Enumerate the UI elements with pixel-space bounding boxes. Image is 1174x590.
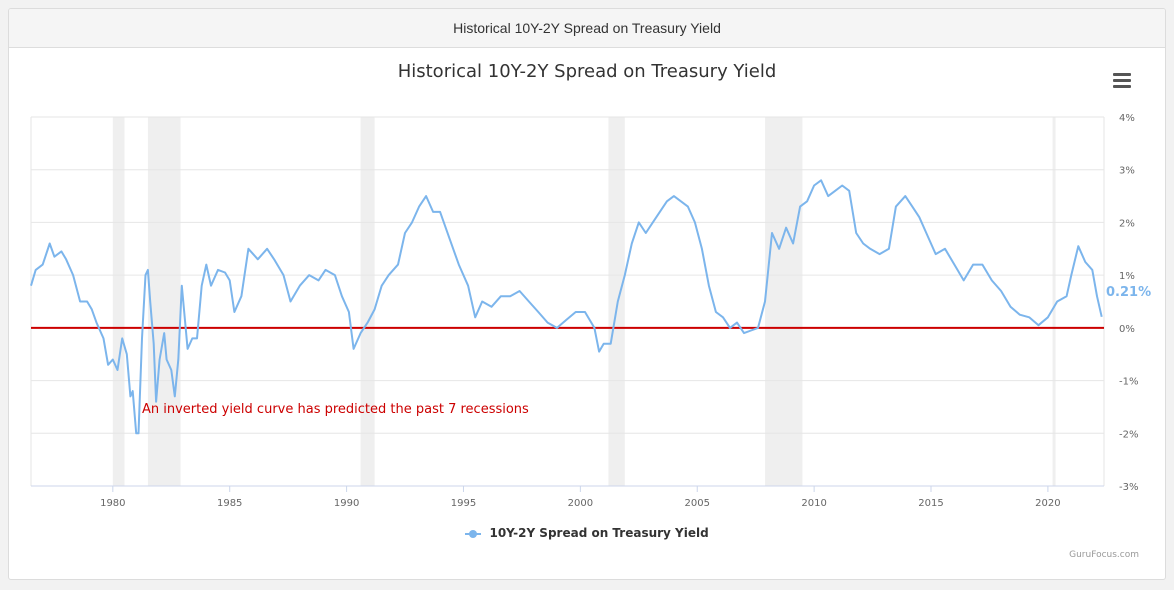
hamburger-menu-icon[interactable] (1113, 73, 1131, 88)
legend-label: 10Y-2Y Spread on Treasury Yield (489, 526, 709, 540)
x-tick-label: 2000 (568, 498, 593, 509)
chart-legend[interactable]: 10Y-2Y Spread on Treasury Yield (0, 526, 1174, 540)
credit-text[interactable]: GuruFocus.com (1069, 550, 1139, 560)
recession-band (765, 117, 803, 486)
y-tick-label: 1% (1119, 271, 1135, 282)
series-line-spread (30, 179, 1103, 435)
y-tick-label: 4% (1119, 113, 1135, 124)
panel-header-title: Historical 10Y-2Y Spread on Treasury Yie… (9, 9, 1165, 48)
x-tick-label: 1985 (217, 498, 242, 509)
y-tick-label: -1% (1119, 377, 1138, 388)
x-tick-label: 2020 (1035, 498, 1060, 509)
annotation-text: An inverted yield curve has predicted th… (142, 402, 529, 417)
x-tick-label: 1980 (100, 498, 125, 509)
y-tick-label: 3% (1119, 166, 1135, 177)
recession-band (147, 117, 181, 486)
recession-band (112, 117, 125, 486)
x-tick-label: 2015 (918, 498, 943, 509)
recession-band (1052, 117, 1056, 486)
y-tick-label: 2% (1119, 218, 1135, 229)
last-value-label: 0.21% (1106, 285, 1151, 300)
recession-band (608, 117, 625, 486)
y-tick-label: -3% (1119, 482, 1138, 493)
x-tick-label: 2005 (685, 498, 710, 509)
legend-marker-icon (465, 529, 482, 539)
y-tick-label: 0% (1119, 324, 1135, 335)
x-tick-label: 2010 (801, 498, 826, 509)
y-tick-label: -2% (1119, 429, 1138, 440)
x-tick-label: 1995 (451, 498, 476, 509)
x-tick-label: 1990 (334, 498, 359, 509)
recession-band (360, 117, 375, 486)
chart-title: Historical 10Y-2Y Spread on Treasury Yie… (397, 61, 777, 82)
